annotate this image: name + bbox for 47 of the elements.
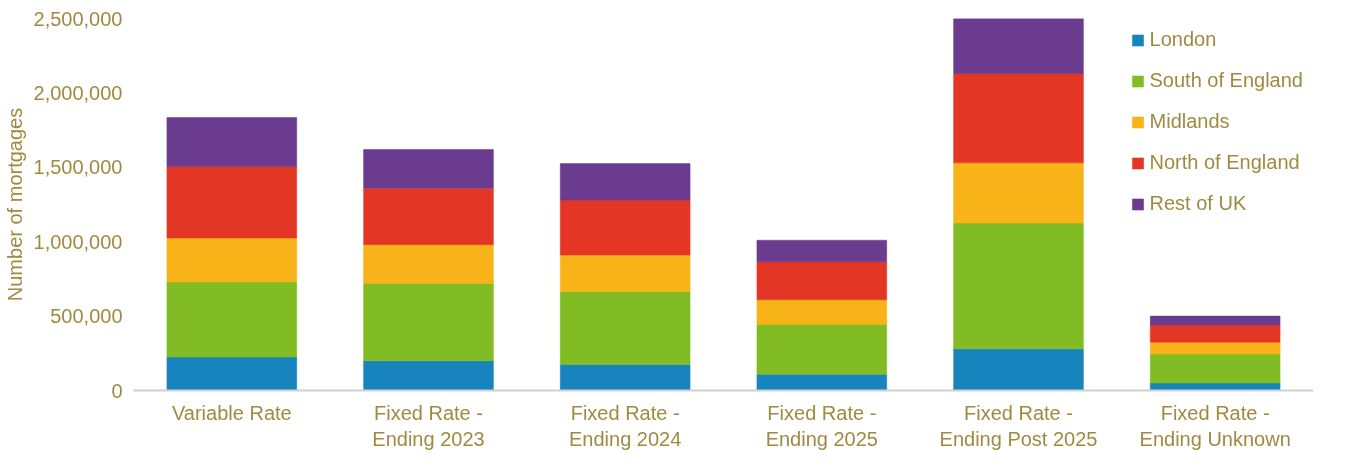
bar (953, 18, 1084, 74)
bar (953, 162, 1084, 224)
bar (166, 237, 297, 283)
x-tick-label: Fixed Rate - Ending 2025 (765, 401, 878, 450)
bar (756, 299, 887, 325)
x-tick-label: Fixed Rate - Ending 2023 (372, 401, 485, 450)
bar (363, 187, 494, 245)
bar (166, 356, 297, 391)
x-tick-label: Fixed Rate - Ending Unknown (1139, 401, 1291, 450)
y-tick-label: 1,000,000 (33, 230, 123, 253)
legend-label: North of England (1149, 151, 1300, 174)
bar (560, 291, 691, 365)
legend-label: London (1149, 28, 1217, 51)
y-tick-label: 2,000,000 (33, 81, 123, 104)
bar (756, 373, 887, 391)
x-tick-label: Fixed Rate - Ending Post 2025 (939, 401, 1098, 450)
bar (363, 283, 494, 361)
legend-label: Rest of UK (1149, 192, 1247, 215)
y-tick-label: 500,000 (50, 305, 123, 328)
legend-label: Midlands (1149, 110, 1230, 133)
bar (1150, 324, 1281, 343)
bar (560, 254, 691, 292)
x-tick-label: Variable Rate (171, 401, 292, 424)
bar (166, 166, 297, 239)
bar (1150, 353, 1281, 384)
bar (166, 281, 297, 358)
bar (363, 244, 494, 284)
bar (363, 149, 494, 189)
bar (756, 324, 887, 375)
bar (1150, 341, 1281, 355)
bar (756, 239, 887, 263)
bar (560, 364, 691, 391)
legend-label: South of England (1149, 69, 1303, 92)
x-tick-label: Fixed Rate - Ending 2024 (569, 401, 682, 450)
bar (953, 348, 1084, 391)
bar (166, 117, 297, 167)
bar (560, 163, 691, 201)
bar (1150, 315, 1281, 326)
bar (756, 261, 887, 300)
y-tick-label: 1,500,000 (33, 156, 123, 179)
bar (560, 199, 691, 256)
y-tick-label: 0 (111, 379, 123, 402)
bar (363, 360, 494, 391)
y-tick-label: 2,500,000 (33, 7, 123, 30)
bar (953, 222, 1084, 350)
bar (953, 73, 1084, 164)
y-axis-title: Number of mortgages (3, 107, 26, 302)
